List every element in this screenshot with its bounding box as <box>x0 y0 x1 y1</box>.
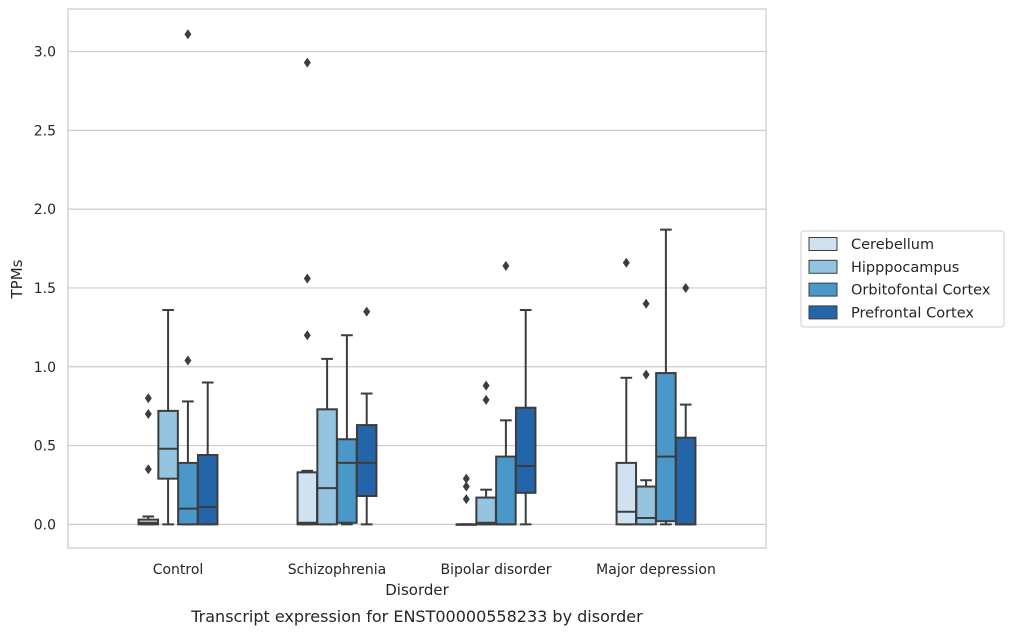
outlier-point <box>502 260 510 271</box>
legend-swatch <box>808 305 838 320</box>
box-plot-orbitofontal-cortex-schizophrenia <box>336 334 358 526</box>
box <box>177 461 199 526</box>
x-tick-label: Major depression <box>596 562 716 578</box>
outlier-point <box>482 380 490 391</box>
box-plot-prefrontal-cortex-control <box>196 381 219 526</box>
grid-lines <box>68 50 766 525</box>
legend-swatch <box>808 237 838 251</box>
outlier-point <box>144 409 152 420</box>
box-plot-hipppocampus-bipolar-disorder <box>475 380 497 526</box>
outlier-point <box>144 464 152 475</box>
box <box>674 436 697 526</box>
outlier-point <box>642 298 650 309</box>
box-plot-prefrontal-cortex-major-depression <box>674 282 697 526</box>
y-tick-label: 1.0 <box>34 360 56 376</box>
outlier-point <box>184 355 192 366</box>
outlier-point <box>303 273 311 284</box>
box-plot-hipppocampus-major-depression <box>635 298 657 526</box>
outlier-point <box>144 393 152 404</box>
y-tick-label: 3.0 <box>34 45 56 61</box>
box-plot-series <box>137 29 697 526</box>
box-plot-prefrontal-cortex-bipolar-disorder <box>514 309 537 526</box>
legend-frame <box>800 230 1005 328</box>
y-tick-label: 1.5 <box>34 281 56 297</box>
legend-swatch <box>808 259 838 274</box>
legend-label: Cerebellum <box>851 237 934 253</box>
chart-caption: Transcript expression for ENST0000055823… <box>190 607 643 626</box>
box <box>355 424 378 497</box>
box <box>157 409 179 480</box>
outlier-point <box>303 330 311 341</box>
legend-label: Orbitofontal Cortex <box>851 283 991 299</box>
outlier-point <box>622 257 630 268</box>
box <box>296 471 319 526</box>
x-tick-label: Schizophrenia <box>288 562 386 578</box>
outlier-point <box>462 473 470 484</box>
outlier-point <box>482 394 490 405</box>
y-axis-title: TPMs <box>8 259 26 299</box>
box-plot-hipppocampus-schizophrenia <box>316 357 338 526</box>
box-plot-hipppocampus-control <box>157 309 179 526</box>
y-axis-ticks: 0.0 0.5 1.0 1.5 2.0 2.5 3.0 <box>34 45 56 534</box>
box <box>655 372 677 523</box>
outlier-point <box>462 481 470 492</box>
outlier-point <box>682 282 690 293</box>
box <box>336 438 358 524</box>
y-tick-label: 2.5 <box>34 123 56 139</box>
y-tick-label: 0.0 <box>34 517 56 533</box>
outlier-point <box>184 29 192 40</box>
box <box>475 496 497 526</box>
outlier-point <box>303 57 311 68</box>
x-tick-label: Bipolar disorder <box>440 562 551 578</box>
box-plot-cerebellum-bipolar-disorder <box>455 473 478 526</box>
legend-swatch <box>808 282 838 297</box>
plot-area-frame <box>67 8 767 549</box>
box <box>316 408 338 526</box>
outlier-point <box>462 494 470 505</box>
y-tick-label: 2.0 <box>34 202 56 218</box>
box-plot-orbitofontal-cortex-major-depression <box>655 228 677 526</box>
x-axis-ticks: Control Schizophrenia Bipolar disorder Majo… <box>153 562 716 578</box>
y-tick-label: 0.5 <box>34 439 56 455</box>
legend-label: Prefrontal Cortex <box>851 305 974 321</box>
box <box>495 455 517 526</box>
box-plot-orbitofontal-cortex-bipolar-disorder <box>495 260 517 526</box>
legend-items: Cerebellum Hipppocampus Orbitofontal Corte… <box>808 237 991 321</box>
legend: Cerebellum Hipppocampus Orbitofontal Corte… <box>800 230 1005 328</box>
box-plot-cerebellum-major-depression <box>615 257 638 526</box>
x-axis-title: Disorder <box>385 581 449 599</box>
box <box>196 454 219 526</box>
outlier-point <box>642 369 650 380</box>
box-plot-cerebellum-control <box>137 393 160 526</box>
box-plot-orbitofontal-cortex-control <box>177 29 199 526</box>
box <box>615 461 638 526</box>
x-tick-label: Control <box>153 562 204 578</box>
box-plot-prefrontal-cortex-schizophrenia <box>355 306 378 526</box>
box-plot-cerebellum-schizophrenia <box>296 57 319 526</box>
legend-label: Hipppocampus <box>851 260 959 276</box>
box <box>514 406 537 494</box>
outlier-point <box>363 306 371 317</box>
